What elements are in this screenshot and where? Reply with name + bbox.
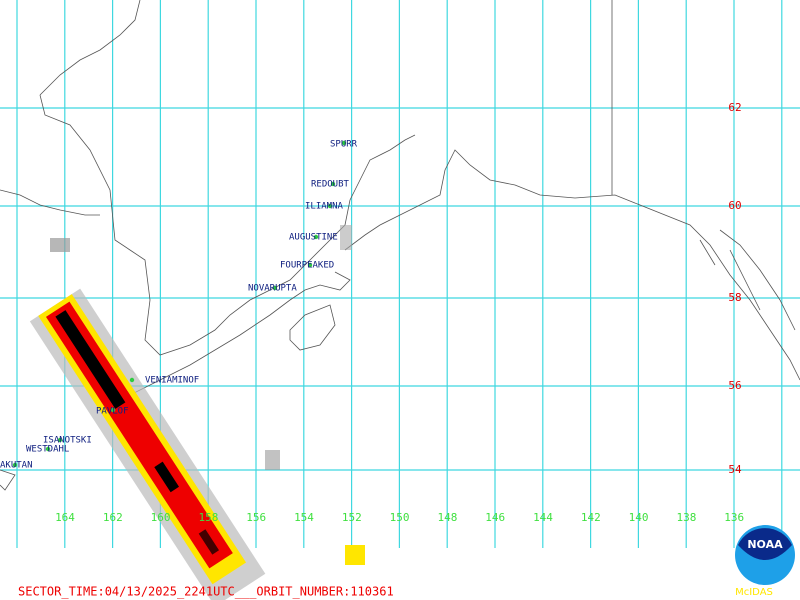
volcano-marker	[313, 234, 319, 240]
longitude-label: 136	[724, 511, 744, 524]
longitude-label: 140	[629, 511, 649, 524]
volcano-label: SPURR	[330, 140, 358, 150]
ash-plume	[29, 225, 365, 600]
longitude-label: 142	[581, 511, 601, 524]
volcano-marker	[57, 437, 63, 443]
volcano-marker	[327, 203, 333, 209]
volcano-label: AUGUSTINE	[289, 233, 338, 243]
noaa-logo: NOAA McIDAS	[735, 525, 795, 598]
volcano-label: PAVLOF	[96, 407, 129, 417]
latitude-label: 60	[728, 199, 741, 212]
longitude-label: 148	[437, 511, 457, 524]
volcano-label: WESTDAHL	[26, 445, 69, 455]
longitude-label: 156	[246, 511, 266, 524]
longitude-label: 162	[103, 511, 123, 524]
volcano-label: REDOUBT	[311, 180, 350, 190]
longitude-label: 138	[676, 511, 696, 524]
labels: 62 60 58 56 54 164 162 160 158 156 154 152 150 148 146…	[0, 101, 744, 524]
graticule	[0, 0, 800, 548]
coastline	[0, 0, 800, 491]
volcano-label: FOURPEAKED	[280, 261, 334, 271]
volcano-marker	[129, 377, 135, 383]
volcano-label: AKUTAN	[0, 461, 33, 471]
latitude-label: 56	[728, 379, 741, 392]
longitude-label: 158	[198, 511, 218, 524]
volcano-marker	[45, 446, 51, 452]
latitude-label: 58	[728, 291, 741, 304]
longitude-label: 160	[151, 511, 171, 524]
longitude-label: 154	[294, 511, 314, 524]
volcano-label: ISANOTSKI	[43, 436, 92, 446]
volcano-marker	[307, 262, 313, 268]
volcano-marker	[272, 285, 278, 291]
longitude-label: 150	[390, 511, 410, 524]
longitude-label: 146	[485, 511, 505, 524]
latitude-label: 62	[728, 101, 741, 114]
logo-caption: McIDAS	[735, 587, 773, 598]
footer-text: SECTOR_TIME:04/13/2025_2241UTC___ORBIT_N…	[18, 585, 394, 599]
logo-name: NOAA	[747, 538, 783, 551]
longitude-label: 152	[342, 511, 362, 524]
volcano-marker	[330, 181, 336, 187]
volcano-marker	[12, 462, 18, 468]
volcano-marker	[341, 140, 347, 146]
volcano-marker	[110, 407, 116, 413]
longitude-label: 144	[533, 511, 553, 524]
volcano-label: ILIAMNA	[305, 202, 344, 212]
volcano-label: NOVARUPTA	[248, 284, 297, 294]
volcano-label: VENIAMINOF	[145, 376, 199, 386]
latitude-label: 54	[728, 463, 742, 476]
longitude-label: 164	[55, 511, 75, 524]
